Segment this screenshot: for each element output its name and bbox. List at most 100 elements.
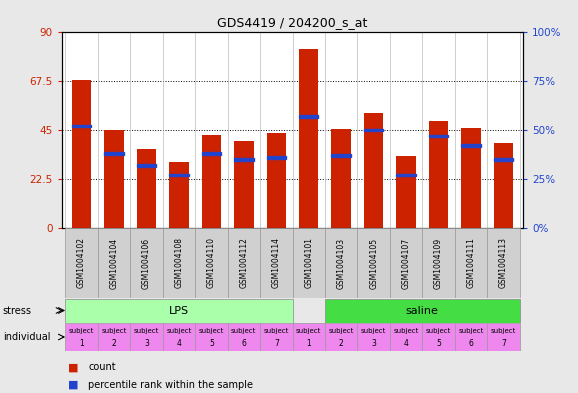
Text: 5: 5 xyxy=(436,339,441,348)
Text: GSM1004103: GSM1004103 xyxy=(337,237,346,288)
Bar xyxy=(195,323,228,351)
Bar xyxy=(72,80,91,228)
Bar xyxy=(299,115,318,118)
Text: GSM1004110: GSM1004110 xyxy=(207,237,216,288)
Text: 4: 4 xyxy=(176,339,181,348)
Bar xyxy=(98,228,130,298)
Bar xyxy=(98,323,130,351)
Text: 2: 2 xyxy=(112,339,116,348)
Text: GSM1004109: GSM1004109 xyxy=(434,237,443,288)
Bar xyxy=(325,299,520,323)
Text: subject: subject xyxy=(491,328,516,334)
Text: 6: 6 xyxy=(242,339,246,348)
Text: 3: 3 xyxy=(371,339,376,348)
Text: subject: subject xyxy=(426,328,451,334)
Text: subject: subject xyxy=(361,328,386,334)
Text: GSM1004107: GSM1004107 xyxy=(402,237,410,288)
Bar xyxy=(364,112,383,228)
Bar xyxy=(357,228,390,298)
Bar xyxy=(202,136,221,228)
Text: GSM1004108: GSM1004108 xyxy=(175,237,183,288)
Text: GSM1004111: GSM1004111 xyxy=(466,237,476,288)
Bar xyxy=(104,130,124,228)
Bar xyxy=(331,129,351,228)
Bar xyxy=(266,133,286,228)
Bar xyxy=(423,323,455,351)
Text: 2: 2 xyxy=(339,339,343,348)
Text: GSM1004114: GSM1004114 xyxy=(272,237,281,288)
Bar xyxy=(423,228,455,298)
Text: GSM1004113: GSM1004113 xyxy=(499,237,508,288)
Text: saline: saline xyxy=(406,305,439,316)
Bar xyxy=(390,323,423,351)
Text: subject: subject xyxy=(166,328,191,334)
Bar xyxy=(202,152,221,155)
Bar xyxy=(162,228,195,298)
Bar xyxy=(494,143,513,228)
Text: subject: subject xyxy=(134,328,159,334)
Bar xyxy=(266,156,286,159)
Text: GSM1004102: GSM1004102 xyxy=(77,237,86,288)
Bar xyxy=(390,228,423,298)
Text: subject: subject xyxy=(296,328,321,334)
Bar xyxy=(260,228,292,298)
Text: subject: subject xyxy=(231,328,257,334)
Text: GSM1004101: GSM1004101 xyxy=(304,237,313,288)
Bar xyxy=(487,228,520,298)
Text: subject: subject xyxy=(69,328,94,334)
Bar xyxy=(455,228,487,298)
Text: subject: subject xyxy=(264,328,289,334)
Text: 3: 3 xyxy=(144,339,149,348)
Text: 5: 5 xyxy=(209,339,214,348)
Text: subject: subject xyxy=(328,328,354,334)
Bar xyxy=(429,121,449,228)
Text: GSM1004112: GSM1004112 xyxy=(239,237,249,288)
Bar xyxy=(169,174,188,176)
Bar xyxy=(357,323,390,351)
Bar xyxy=(461,144,481,147)
Text: 7: 7 xyxy=(274,339,279,348)
Bar xyxy=(260,323,292,351)
Bar xyxy=(228,323,260,351)
Text: subject: subject xyxy=(458,328,484,334)
Text: ■: ■ xyxy=(68,362,78,373)
Text: 4: 4 xyxy=(403,339,409,348)
Bar xyxy=(325,323,357,351)
Text: 6: 6 xyxy=(469,339,473,348)
Bar xyxy=(331,154,351,157)
Bar xyxy=(325,228,357,298)
Bar xyxy=(65,299,292,323)
Bar xyxy=(494,158,513,161)
Text: subject: subject xyxy=(101,328,127,334)
Bar xyxy=(292,228,325,298)
Bar xyxy=(292,323,325,351)
Bar xyxy=(136,149,156,228)
Bar xyxy=(65,323,98,351)
Text: LPS: LPS xyxy=(169,305,189,316)
Bar xyxy=(397,156,416,228)
Bar xyxy=(72,125,91,127)
Text: 1: 1 xyxy=(306,339,311,348)
Title: GDS4419 / 204200_s_at: GDS4419 / 204200_s_at xyxy=(217,17,368,29)
Text: percentile rank within the sample: percentile rank within the sample xyxy=(88,380,253,390)
Bar xyxy=(487,323,520,351)
Text: stress: stress xyxy=(3,305,32,316)
Bar xyxy=(234,158,254,161)
Bar xyxy=(455,323,487,351)
Text: subject: subject xyxy=(394,328,419,334)
Bar xyxy=(130,228,162,298)
Text: count: count xyxy=(88,362,116,373)
Text: GSM1004106: GSM1004106 xyxy=(142,237,151,288)
Text: GSM1004105: GSM1004105 xyxy=(369,237,378,288)
Bar xyxy=(169,162,188,228)
Text: 7: 7 xyxy=(501,339,506,348)
Bar xyxy=(195,228,228,298)
Bar xyxy=(162,323,195,351)
Bar xyxy=(228,228,260,298)
Text: 1: 1 xyxy=(79,339,84,348)
Text: ■: ■ xyxy=(68,380,78,390)
Text: GSM1004104: GSM1004104 xyxy=(109,237,118,288)
Bar xyxy=(461,128,481,228)
Bar xyxy=(364,129,383,131)
Bar xyxy=(136,164,156,167)
